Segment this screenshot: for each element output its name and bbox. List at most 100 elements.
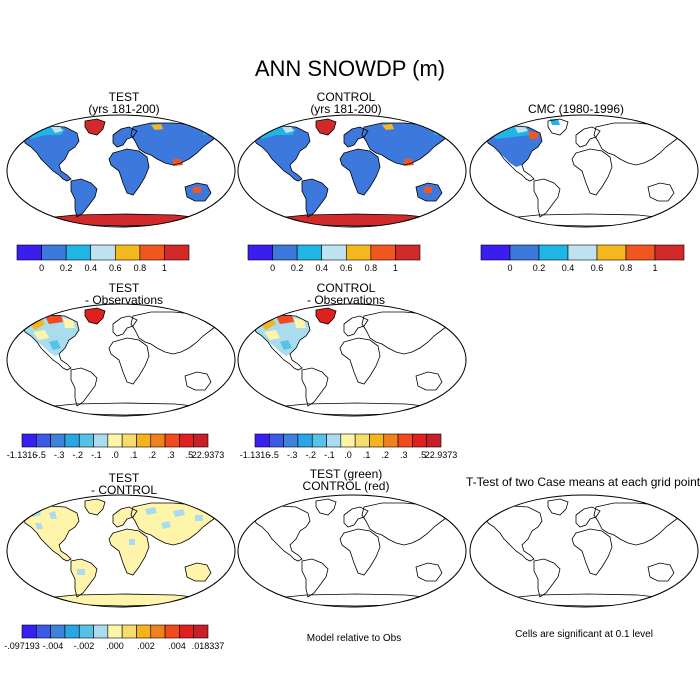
colorbar-tick-label: 22.9373 [425,450,458,460]
data-cell-6 [161,521,171,529]
data-cell-2 [316,119,336,135]
colorbar-cell [93,433,109,448]
figure-title: ANN SNOWDP (m) [254,56,446,81]
coastline-africa [571,148,613,196]
colorbar-cell [164,433,180,448]
coastline-northAmerica [22,314,80,371]
panel-title-line2: CONTROL (red) [302,479,390,493]
data-cell-2 [85,119,105,135]
colorbar-cell [193,624,209,639]
land-fill-australia [185,563,211,581]
colorbar-cell [64,433,80,448]
colorbar-test: 0 0.2 0.4 0.6 0.8 1 [16,244,190,273]
colorbar-tick-label: 0 [39,263,44,273]
colorbar-cell [412,433,427,448]
data-cell-3 [294,318,306,328]
coastline-greenland [547,118,569,136]
colorbar-tick-label: -.002 [74,641,95,651]
colorbar-cell [50,624,66,639]
panel-title-line1: TEST [108,281,140,295]
coastline-southAmerica [301,178,329,218]
coastline-australia [647,562,675,582]
colorbar-tick-label: .018337 [192,641,225,651]
panel-title-green-red: TEST (green) CONTROL (red) [240,468,452,492]
colorbar-tick-label: -1.1316 [240,450,271,460]
colorbar-cell [114,244,141,261]
panel-title-ttest: T-Test of two Case means at each grid po… [466,476,700,488]
colorbar-cell [93,624,109,639]
coastline-europe [112,506,138,528]
note-model-relative: Model relative to Obs [306,633,402,644]
coastline-australia [415,562,443,582]
colorbar-tick-label: 1 [393,263,398,273]
colorbar-tick-label: -.2 [73,450,84,460]
panel-title-line2: (yrs 181-200) [310,102,382,116]
colorbar-cell [321,244,347,261]
panel-title-line1: CMC (1980-1996) [527,102,625,116]
coastline-australia [415,182,443,202]
colorbar-test-control: -.097193 -.004 -.002 .000 .002 .004 .018337 [4,624,224,651]
colorbar-tick-label: .002 [137,641,155,651]
colorbar-tick-label: 0 [270,263,275,273]
data-cell-3 [151,124,163,130]
data-cell-5 [195,515,203,521]
colorbar-cell [107,624,123,639]
coastline-europe [575,126,601,148]
map-green-red [237,494,467,608]
coastline-greenland [84,307,106,325]
coastline-europe [343,506,369,528]
panel-title-line1: T-Test of two Case means at each grid po… [466,475,700,489]
panel-title-line1: TEST [108,90,140,104]
coastline-southAmerica [533,178,561,218]
panel-title-control: CONTROL (yrs 181-200) [240,91,452,115]
colorbar-tick-label: -.1 [91,450,102,460]
colorbar-tick-label: .000 [106,641,124,651]
data-cell-4 [85,308,105,324]
colorbar-cell [150,624,166,639]
colorbar-cell [150,433,166,448]
colorbar-tick-label: 0.6 [109,263,122,273]
coastline-northAmerica [253,125,311,182]
land-fill-northAmerica [254,126,310,181]
colorbar-cell [311,433,327,448]
colorbar-cell [139,244,165,261]
colorbar-cmc: 0 0.2 0.4 0.6 0.8 1 [480,244,685,273]
coastline-northAmerica [485,125,543,182]
coastline-australia [184,182,212,202]
colorbar-cell [538,244,569,261]
colorbar-cell [21,433,37,448]
colorbar-cell [16,244,42,261]
coastline-greenland [84,498,106,516]
colorbar-cell [354,433,370,448]
coastline-northAmerica [253,505,311,562]
colorbar-cell [179,624,194,639]
colorbar-control-obs: -1.1316-.5 -.3 -.2 -.1 .0 .1 .2 .3 .522.9373 [240,433,457,460]
colorbar-tick-label: .5 [419,450,427,460]
land-fill-greenland [85,499,105,515]
colorbar-tick-label: .5 [186,450,194,460]
colorbar-tick-label: 0.2 [291,263,304,273]
colorbar-tick-label: 22.9373 [192,450,225,460]
colorbar-cell [426,433,442,448]
colorbar-tick-label: .1 [363,450,371,460]
colorbar-cell [136,433,152,448]
panel-title-line1: CONTROL [316,90,376,104]
colorbar-test-obs: -1.1316-.5 -.3 -.2 -.1 .0 .1 .2 .3 .522.9373 [7,433,224,460]
coastline-europe [343,315,369,337]
colorbar-tick-label: 0.2 [60,263,73,273]
colorbar-cell [36,433,51,448]
coastline-africa [339,528,381,576]
colorbar-cell [297,433,313,448]
data-cell-4 [173,509,185,517]
panel-title-line2: - CONTROL [91,483,157,497]
colorbar-tick-label: -.5 [35,450,46,460]
colorbar-tick-label: 0 [507,263,512,273]
colorbar-cell [64,624,80,639]
coastline-africa [108,528,150,576]
colorbar-cell [254,433,270,448]
colorbar-cell [596,244,627,261]
map-cmc [469,114,699,228]
map-test-obs [6,303,236,417]
colorbar-cell [383,433,399,448]
map-border [237,303,467,417]
